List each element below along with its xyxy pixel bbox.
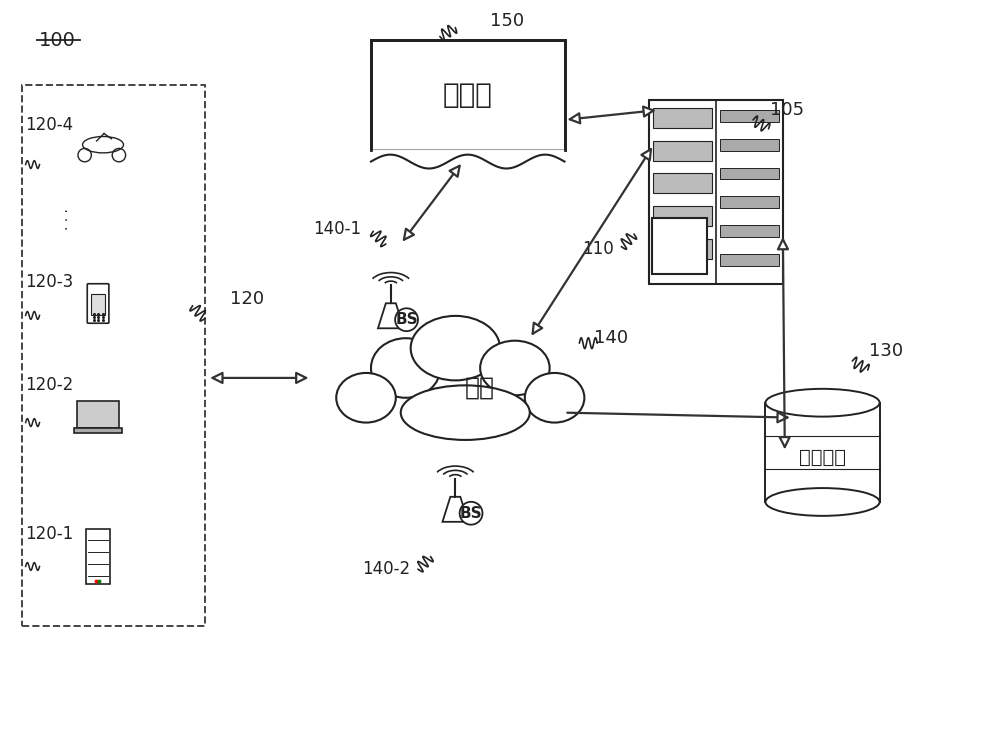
FancyBboxPatch shape [77, 400, 119, 427]
Ellipse shape [765, 388, 880, 416]
FancyBboxPatch shape [371, 40, 565, 150]
FancyBboxPatch shape [652, 218, 707, 273]
FancyBboxPatch shape [653, 206, 712, 226]
FancyBboxPatch shape [720, 168, 779, 180]
FancyBboxPatch shape [653, 108, 712, 128]
FancyBboxPatch shape [87, 284, 109, 323]
Ellipse shape [525, 373, 584, 422]
Text: 140: 140 [594, 329, 628, 347]
FancyBboxPatch shape [720, 225, 779, 237]
Text: 100: 100 [39, 31, 75, 50]
FancyBboxPatch shape [86, 529, 110, 584]
FancyBboxPatch shape [653, 239, 712, 259]
Ellipse shape [336, 373, 396, 422]
Text: · · ·: · · · [61, 208, 75, 230]
Text: 150: 150 [490, 12, 524, 29]
FancyBboxPatch shape [720, 196, 779, 208]
Ellipse shape [411, 316, 500, 380]
Text: 120-4: 120-4 [26, 116, 74, 134]
Text: 130: 130 [869, 342, 903, 360]
Text: 110: 110 [582, 240, 614, 258]
Text: BS: BS [395, 312, 418, 327]
FancyBboxPatch shape [653, 174, 712, 194]
FancyBboxPatch shape [720, 254, 779, 266]
Text: 网络: 网络 [465, 376, 495, 399]
Text: BS: BS [460, 506, 482, 520]
Circle shape [460, 502, 482, 525]
FancyBboxPatch shape [720, 110, 779, 122]
FancyBboxPatch shape [74, 427, 122, 433]
Polygon shape [378, 303, 404, 328]
Ellipse shape [401, 386, 530, 440]
Text: 120-1: 120-1 [26, 525, 74, 542]
Text: 140-1: 140-1 [313, 220, 361, 238]
Text: 140-2: 140-2 [363, 561, 411, 578]
FancyBboxPatch shape [653, 141, 712, 161]
Text: 120: 120 [230, 290, 264, 308]
Text: 120-2: 120-2 [26, 376, 74, 394]
Circle shape [395, 309, 418, 331]
FancyBboxPatch shape [720, 139, 779, 151]
Ellipse shape [480, 341, 550, 395]
Polygon shape [442, 497, 468, 522]
Ellipse shape [371, 338, 440, 398]
Text: 120-3: 120-3 [26, 273, 74, 291]
FancyBboxPatch shape [649, 100, 783, 284]
FancyBboxPatch shape [765, 402, 880, 502]
Text: 存储设备: 存储设备 [799, 448, 846, 467]
Ellipse shape [765, 488, 880, 516]
Text: 信息源: 信息源 [443, 81, 493, 109]
Text: 105: 105 [770, 101, 804, 119]
FancyBboxPatch shape [91, 295, 105, 315]
